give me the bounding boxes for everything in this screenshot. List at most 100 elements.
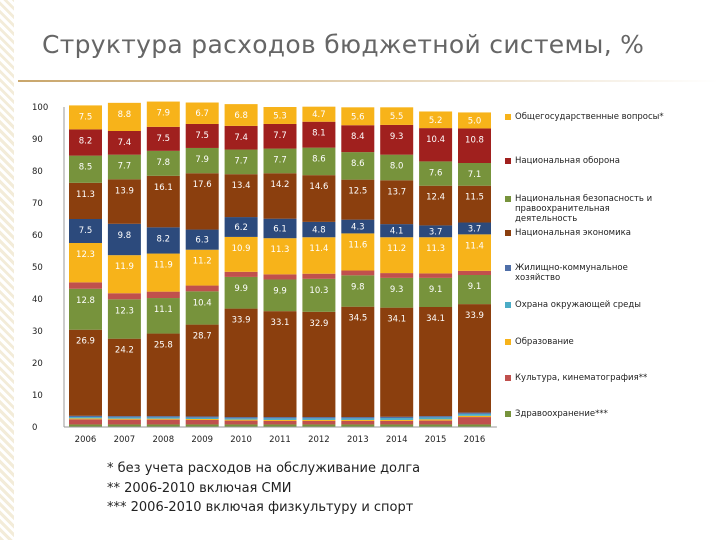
data-label: 7.7 <box>234 157 248 167</box>
bar-segment <box>69 418 102 420</box>
bar-segment <box>185 173 219 230</box>
bar-segment <box>107 179 141 224</box>
x-tick-label: 2013 <box>347 435 369 445</box>
data-label: 34.1 <box>387 315 406 325</box>
legend-swatch <box>505 375 511 381</box>
x-tick-label: 2014 <box>386 435 408 445</box>
bar-segment <box>380 180 414 225</box>
footnote: * без учета расходов на обслуживание дол… <box>107 461 421 476</box>
data-label: 7.4 <box>234 133 248 143</box>
legend-swatch <box>505 114 511 120</box>
data-label: 7.7 <box>273 156 287 166</box>
bar-segment <box>302 121 336 148</box>
legend-swatch <box>505 411 511 417</box>
bar-segment <box>146 333 180 417</box>
bar-segment <box>458 128 491 163</box>
data-label: 12.5 <box>348 187 367 197</box>
bar-segment <box>185 123 219 148</box>
legend-swatch <box>505 196 511 202</box>
bar-segment <box>419 161 453 186</box>
bar-segment <box>107 416 141 418</box>
bar-segment <box>107 131 141 155</box>
data-label: 34.1 <box>426 314 445 324</box>
data-label: 14.2 <box>271 180 290 190</box>
bar-segment <box>263 419 297 421</box>
data-label: 9.9 <box>234 284 248 294</box>
bar-segment <box>419 424 453 427</box>
y-tick-label: 70 <box>32 199 43 209</box>
bar-segment <box>419 307 453 417</box>
bar-segment <box>263 173 297 219</box>
y-tick-label: 10 <box>32 391 43 401</box>
footnote: ** 2006-2010 включая СМИ <box>107 480 292 496</box>
bar-segment <box>185 249 219 286</box>
data-label: 32.9 <box>309 319 328 329</box>
data-label: 11.9 <box>115 262 134 272</box>
bar-segment <box>419 225 453 238</box>
data-label: 7.8 <box>157 158 171 168</box>
bar-segment <box>380 419 414 421</box>
bar-segment <box>380 224 414 238</box>
bar-segment <box>302 418 336 420</box>
data-label: 6.3 <box>195 236 209 246</box>
y-tick-label: 50 <box>32 263 43 273</box>
bar-segment <box>146 424 180 427</box>
data-label: 8.4 <box>351 132 365 142</box>
data-label: 4.3 <box>351 223 365 233</box>
x-tick-label: 2012 <box>308 435 330 445</box>
legend-label: Охрана окружающей среды <box>515 300 641 310</box>
data-label: 33.9 <box>232 316 251 326</box>
bar-segment <box>146 418 180 420</box>
bar-segment <box>185 419 219 425</box>
bar-segment <box>69 417 102 419</box>
data-label: 3.7 <box>429 227 443 237</box>
bar-segment <box>341 417 375 419</box>
bar-segment <box>224 236 258 272</box>
y-tick-label: 40 <box>32 295 43 305</box>
data-label: 6.8 <box>234 111 248 121</box>
bar-segment <box>341 107 375 126</box>
bar-segment <box>224 418 258 420</box>
page-title: Структура расходов бюджетной системы, % <box>42 30 645 59</box>
bar-segment <box>69 288 102 330</box>
data-label: 8.8 <box>118 110 132 120</box>
data-label: 10.3 <box>309 286 328 296</box>
data-label: 7.5 <box>195 131 209 141</box>
bar-segment <box>185 147 219 174</box>
data-label: 6.1 <box>273 224 287 234</box>
bar-segment <box>419 185 453 226</box>
bar-segment <box>263 123 297 149</box>
data-label: 9.3 <box>390 132 404 142</box>
bar-segment <box>107 418 141 420</box>
bar-segment <box>69 219 102 243</box>
data-label: 8.5 <box>79 163 93 173</box>
bar-segment <box>458 304 491 413</box>
bar-segment <box>224 308 258 418</box>
bar-segment <box>224 424 258 427</box>
data-label: 7.6 <box>429 168 443 178</box>
bar-segment <box>302 175 336 222</box>
data-label: 8.2 <box>157 234 171 244</box>
data-label: 5.2 <box>429 116 443 126</box>
bar-segment <box>107 255 141 294</box>
bar-segment <box>146 227 180 254</box>
bar-segment <box>302 311 336 418</box>
data-label: 4.7 <box>312 110 326 120</box>
legend-label: Образование <box>515 337 574 347</box>
data-label: 11.4 <box>309 244 328 254</box>
y-tick-label: 30 <box>32 327 43 337</box>
bar-segment <box>146 150 180 176</box>
data-label: 14.6 <box>309 182 328 192</box>
data-label: 11.2 <box>193 257 212 267</box>
bar-segment <box>263 311 297 418</box>
data-label: 8.2 <box>79 136 93 146</box>
data-label: 5.0 <box>468 116 482 126</box>
y-tick-label: 0 <box>32 423 37 433</box>
legend-label: Общегосударственные вопросы* <box>515 112 664 122</box>
data-label: 11.3 <box>76 190 95 200</box>
data-label: 8.6 <box>351 159 365 169</box>
bar-segment <box>302 147 336 176</box>
data-label: 4.8 <box>312 226 326 236</box>
data-label: 10.4 <box>193 298 212 308</box>
bar-segment <box>419 417 453 420</box>
